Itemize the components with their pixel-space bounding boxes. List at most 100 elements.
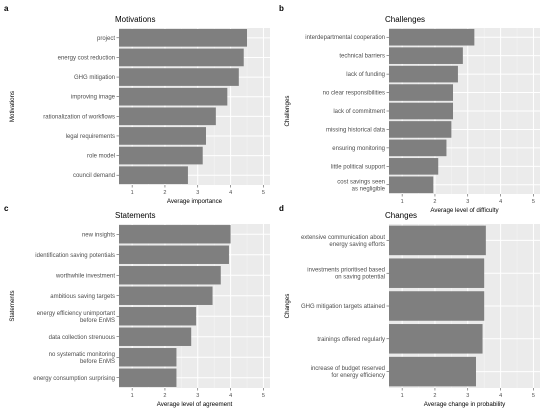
bar xyxy=(389,258,485,288)
x-tick-label: 2 xyxy=(163,393,166,399)
bar xyxy=(389,356,476,387)
bar xyxy=(119,48,244,67)
x-tick-label: 1 xyxy=(401,199,404,205)
bar xyxy=(389,324,483,354)
panel-letter: d xyxy=(279,204,284,213)
category-label: data collection strenuous xyxy=(49,335,115,341)
category-label: cost savings seen as negligible xyxy=(337,179,385,192)
category-label: interdepartmental cooperation xyxy=(305,35,385,41)
bar xyxy=(119,307,197,326)
bar xyxy=(119,368,177,387)
x-axis-title: Average level of agreement xyxy=(157,401,233,408)
category-label: worthwhile investment xyxy=(55,273,115,279)
category-label: little political support xyxy=(331,164,385,170)
x-tick-label: 5 xyxy=(262,190,265,196)
x-tick-label: 4 xyxy=(229,190,232,196)
bar xyxy=(119,266,221,285)
category-label: no systematic monitoring before EnMS xyxy=(49,352,115,365)
category-label: trainings offered regularly xyxy=(317,337,385,343)
panel-title: Changes xyxy=(385,211,417,220)
category-label: lack of commitment xyxy=(333,109,385,115)
category-label: increase of budget reserved for energy ef… xyxy=(311,366,385,379)
bar xyxy=(119,68,239,86)
x-tick-label: 4 xyxy=(499,393,502,399)
panel-letter: c xyxy=(4,204,9,213)
category-label: investments prioritised based on saving p… xyxy=(307,268,385,281)
bar xyxy=(119,225,231,244)
category-label: project xyxy=(97,36,115,42)
x-tick-label: 3 xyxy=(196,393,199,399)
category-label: ensuring monitoring xyxy=(332,146,385,152)
category-label: energy efficiency unimportant before EnMS xyxy=(37,311,116,324)
x-tick-label: 1 xyxy=(401,393,404,399)
category-label: new insights xyxy=(82,232,115,238)
x-axis-title: Average level of difficulty xyxy=(430,207,499,214)
bar xyxy=(119,166,188,185)
panel-letter: a xyxy=(4,4,9,13)
panel-title: Motivations xyxy=(115,15,155,24)
x-tick-label: 3 xyxy=(466,199,469,205)
x-tick-label: 5 xyxy=(532,393,535,399)
category-label: improving image xyxy=(71,95,116,101)
category-label: extensive communication about energy savi… xyxy=(301,235,385,248)
category-label: rationalization of workflows xyxy=(43,114,115,120)
y-axis-title: Statements xyxy=(9,290,16,321)
x-tick-label: 2 xyxy=(433,393,436,399)
y-axis-title: Changes xyxy=(284,294,291,319)
category-label: role model xyxy=(87,154,115,160)
x-tick-label: 3 xyxy=(466,393,469,399)
x-tick-label: 5 xyxy=(262,393,265,399)
bar xyxy=(119,127,206,145)
bar xyxy=(119,286,213,305)
x-axis-title: Average change in probability xyxy=(424,401,506,408)
category-label: legal requirements xyxy=(66,134,115,140)
x-tick-label: 4 xyxy=(229,393,232,399)
panel-title: Statements xyxy=(115,211,155,220)
bar xyxy=(389,28,475,46)
category-label: technical barriers xyxy=(339,54,385,60)
category-label: energy consumption surprising xyxy=(33,376,115,382)
category-label: ambitious saving targets xyxy=(50,294,115,300)
bar xyxy=(389,121,452,138)
bar xyxy=(389,47,463,64)
x-tick-label: 1 xyxy=(131,393,134,399)
bar xyxy=(119,28,248,47)
category-label: GHG mitigation xyxy=(74,75,115,81)
category-label: energy cost reduction xyxy=(58,55,115,61)
bar xyxy=(389,139,447,157)
x-axis-title: Average importance xyxy=(167,198,223,205)
bar xyxy=(389,291,485,321)
x-tick-label: 3 xyxy=(196,190,199,196)
bar xyxy=(389,176,434,194)
panel-letter: b xyxy=(279,4,284,13)
category-label: council demand xyxy=(73,173,115,179)
category-label: GHG mitigation targets attained xyxy=(301,304,385,310)
bar xyxy=(389,65,458,83)
category-label: identification saving potentials xyxy=(35,253,115,259)
panel-c: c Statements new insights identification sa… xyxy=(4,204,270,408)
x-tick-label: 5 xyxy=(532,199,535,205)
x-tick-label: 2 xyxy=(433,199,436,205)
bar xyxy=(389,158,439,175)
bar xyxy=(119,146,203,165)
bar xyxy=(389,225,486,256)
bar xyxy=(389,84,454,101)
x-tick-label: 1 xyxy=(131,190,134,196)
x-tick-label: 4 xyxy=(499,199,502,205)
panel-title: Challenges xyxy=(385,15,425,24)
bar xyxy=(389,102,454,120)
y-axis-title: Challenges xyxy=(284,96,291,127)
category-label: no clear responsibilities xyxy=(323,91,385,97)
category-label: missing historical data xyxy=(326,127,386,133)
panel-d: d Changes extensive communication about ene… xyxy=(279,204,540,408)
bar xyxy=(119,327,192,346)
bar xyxy=(119,87,228,106)
panel-b: b Challenges interdepartmental cooperation… xyxy=(279,4,540,214)
x-tick-label: 2 xyxy=(163,190,166,196)
bar xyxy=(119,348,177,367)
category-label: lack of funding xyxy=(346,72,385,78)
panel-a: a Motivations project energy cost reduction… xyxy=(4,4,270,205)
bar xyxy=(119,107,216,126)
y-axis-title: Motivations xyxy=(9,91,16,122)
